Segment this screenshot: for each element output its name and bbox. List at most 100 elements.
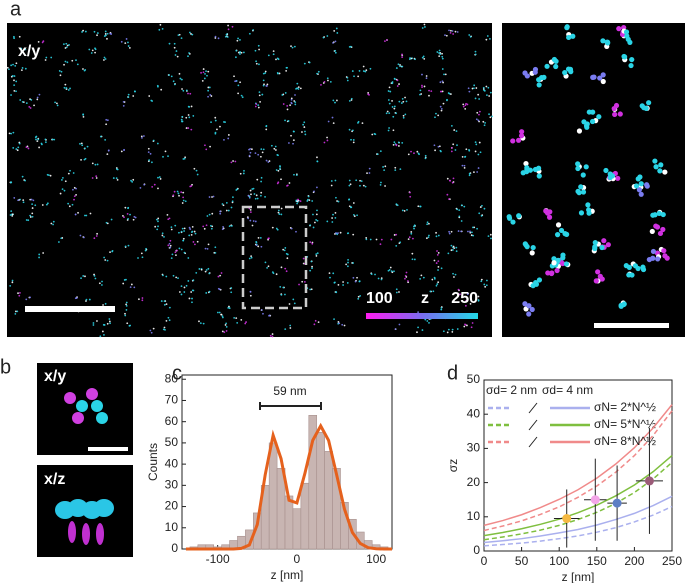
blob <box>380 181 382 184</box>
blob <box>222 204 225 207</box>
blob <box>368 167 371 170</box>
blob <box>558 227 565 234</box>
blob <box>437 145 440 148</box>
blob <box>272 53 275 56</box>
blob <box>397 141 400 144</box>
blob <box>438 52 440 54</box>
blob <box>96 163 99 166</box>
y-tick-label: 20 <box>467 475 481 489</box>
blob <box>160 300 163 302</box>
blob <box>58 70 61 72</box>
blob <box>262 148 265 151</box>
blob <box>468 148 470 151</box>
blob <box>473 171 475 174</box>
blob <box>463 325 466 328</box>
blob <box>401 65 404 68</box>
blob <box>183 227 186 230</box>
colorbar-max: 250 <box>451 290 478 307</box>
blob <box>262 79 265 82</box>
blob <box>207 86 210 89</box>
blob <box>409 57 411 59</box>
blob <box>342 281 344 283</box>
blob <box>168 242 171 245</box>
blob <box>311 267 313 270</box>
blob <box>426 223 429 226</box>
blob <box>407 280 409 282</box>
blob <box>617 111 623 117</box>
view-label: x/y <box>44 368 66 385</box>
blob <box>551 256 557 262</box>
blob <box>137 257 139 259</box>
blob <box>188 105 191 108</box>
blob <box>272 50 275 53</box>
blob <box>86 388 98 400</box>
blob <box>180 293 183 296</box>
blob <box>230 206 233 209</box>
blob <box>464 304 467 307</box>
blob <box>636 187 642 193</box>
blob <box>453 129 456 131</box>
blob <box>76 63 79 66</box>
blob <box>251 188 254 190</box>
blob <box>421 27 424 29</box>
blob <box>485 284 488 287</box>
blob <box>277 58 280 61</box>
blob <box>436 51 439 53</box>
blob <box>205 269 208 271</box>
blob <box>91 49 94 52</box>
blob <box>273 147 276 150</box>
blob <box>461 155 464 158</box>
blob <box>190 33 192 35</box>
blob <box>293 173 295 176</box>
blob <box>383 169 386 172</box>
blob <box>84 214 86 217</box>
blob <box>439 81 442 84</box>
blob <box>32 199 35 202</box>
blob <box>241 96 244 99</box>
blob <box>639 103 645 109</box>
blob <box>480 278 483 281</box>
blob <box>227 134 230 136</box>
blob <box>193 167 196 170</box>
blob <box>352 262 355 264</box>
blob <box>29 107 32 109</box>
blob <box>179 77 182 80</box>
blob <box>96 412 108 424</box>
blob <box>185 127 188 129</box>
blob <box>30 99 33 101</box>
blob <box>423 57 426 60</box>
blob <box>29 296 31 299</box>
blob <box>446 193 449 196</box>
blob <box>274 149 277 151</box>
blob <box>380 278 383 281</box>
blob <box>53 138 56 141</box>
blob <box>10 64 13 67</box>
blob <box>280 178 282 181</box>
blob <box>30 198 33 201</box>
blob <box>456 328 459 330</box>
legend-sep <box>528 419 538 431</box>
blob <box>127 93 130 96</box>
blob <box>448 232 451 235</box>
blob <box>359 295 362 297</box>
blob <box>175 50 178 52</box>
blob <box>150 331 153 334</box>
blob <box>413 224 416 227</box>
blob <box>204 247 207 250</box>
blob <box>172 194 175 197</box>
blob <box>544 63 550 69</box>
blob <box>435 231 437 234</box>
blob <box>127 45 130 47</box>
blob <box>285 270 288 273</box>
blob <box>413 227 415 230</box>
blob <box>62 43 65 46</box>
blob <box>478 110 481 113</box>
blob <box>437 234 440 237</box>
blob <box>256 178 259 181</box>
blob <box>109 32 112 35</box>
blob <box>127 207 129 210</box>
blob <box>388 102 391 105</box>
blob <box>301 280 304 283</box>
blob <box>555 222 562 228</box>
blob <box>485 85 488 88</box>
